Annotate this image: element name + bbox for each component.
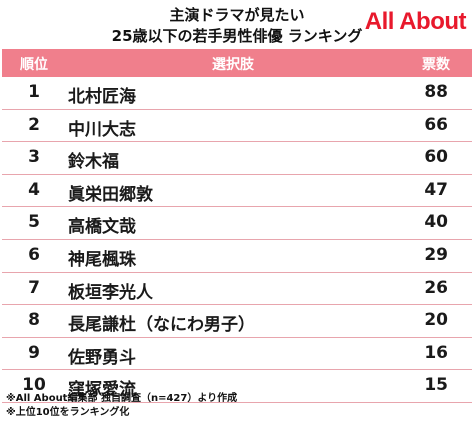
rank-cell: 6 <box>28 244 40 265</box>
name-cell: 佐野勇斗 <box>68 347 136 368</box>
table-row: 5 高橋文哉 40 <box>2 207 472 240</box>
votes-cell: 88 <box>424 82 448 102</box>
rank-cell: 4 <box>28 179 40 200</box>
votes-cell: 47 <box>424 179 448 200</box>
votes-cell: 29 <box>424 244 448 265</box>
votes-cell: 20 <box>424 310 448 331</box>
rank-cell: 2 <box>28 114 40 135</box>
name-cell: 眞栄田郷敦 <box>68 184 153 205</box>
all-about-logo: All About <box>364 8 467 35</box>
name-cell: 鈴木福 <box>68 152 119 173</box>
votes-cell: 60 <box>424 147 448 168</box>
table-row: 6 神尾楓珠 29 <box>2 240 472 273</box>
votes-cell: 15 <box>424 375 448 396</box>
footnote-source: ※All About編集部 独自調査（n=427）より作成 <box>6 393 238 404</box>
name-cell: 神尾楓珠 <box>68 249 136 270</box>
name-cell: 長尾謙杜（なにわ男子） <box>68 315 255 336</box>
name-cell: 窪塚愛流 <box>68 380 136 401</box>
column-header-name: 選択肢 <box>212 57 254 73</box>
table-row: 4 眞栄田郷敦 47 <box>2 175 472 208</box>
footnotes: ※All About編集部 独自調査（n=427）より作成 ※上位10位をランキ… <box>6 392 237 420</box>
table-row: 7 板垣李光人 26 <box>2 273 472 306</box>
table-row: 8 長尾謙杜（なにわ男子） 20 <box>2 305 472 338</box>
table-row: 1 北村匠海 88 <box>2 77 472 110</box>
name-cell: 板垣李光人 <box>68 282 153 303</box>
rank-cell: 7 <box>28 277 40 298</box>
rank-cell: 5 <box>28 212 40 233</box>
table-row: 2 中川大志 66 <box>2 110 472 143</box>
name-cell: 中川大志 <box>68 119 136 140</box>
page-title-line2: 25歳以下の若手男性俳優 ランキング <box>111 27 363 45</box>
table-row: 3 鈴木福 60 <box>2 142 472 175</box>
page-title-line1: 主演ドラマが見たい <box>169 6 305 24</box>
rank-cell: 8 <box>28 310 40 331</box>
column-header-votes: 票数 <box>422 57 450 73</box>
header: 主演ドラマが見たい 25歳以下の若手男性俳優 ランキング All About <box>0 0 474 52</box>
table-row: 9 佐野勇斗 16 <box>2 338 472 371</box>
votes-cell: 16 <box>424 342 448 363</box>
votes-cell: 40 <box>424 212 448 233</box>
ranking-table: 1 北村匠海 88 2 中川大志 66 3 鈴木福 60 4 眞栄田郷敦 47 … <box>2 77 472 403</box>
name-cell: 北村匠海 <box>68 87 136 107</box>
rank-cell: 9 <box>28 342 40 363</box>
rank-cell: 10 <box>22 375 46 396</box>
votes-cell: 26 <box>424 277 448 298</box>
rank-cell: 1 <box>28 82 40 102</box>
table-header: 順位 選択肢 票数 <box>2 49 472 77</box>
column-header-rank: 順位 <box>20 57 48 73</box>
name-cell: 高橋文哉 <box>68 217 136 238</box>
rank-cell: 3 <box>28 147 40 168</box>
votes-cell: 66 <box>424 114 448 135</box>
footnote-ranking: ※上位10位をランキング化 <box>6 407 130 418</box>
table-row: 10 窪塚愛流 15 <box>2 370 472 403</box>
